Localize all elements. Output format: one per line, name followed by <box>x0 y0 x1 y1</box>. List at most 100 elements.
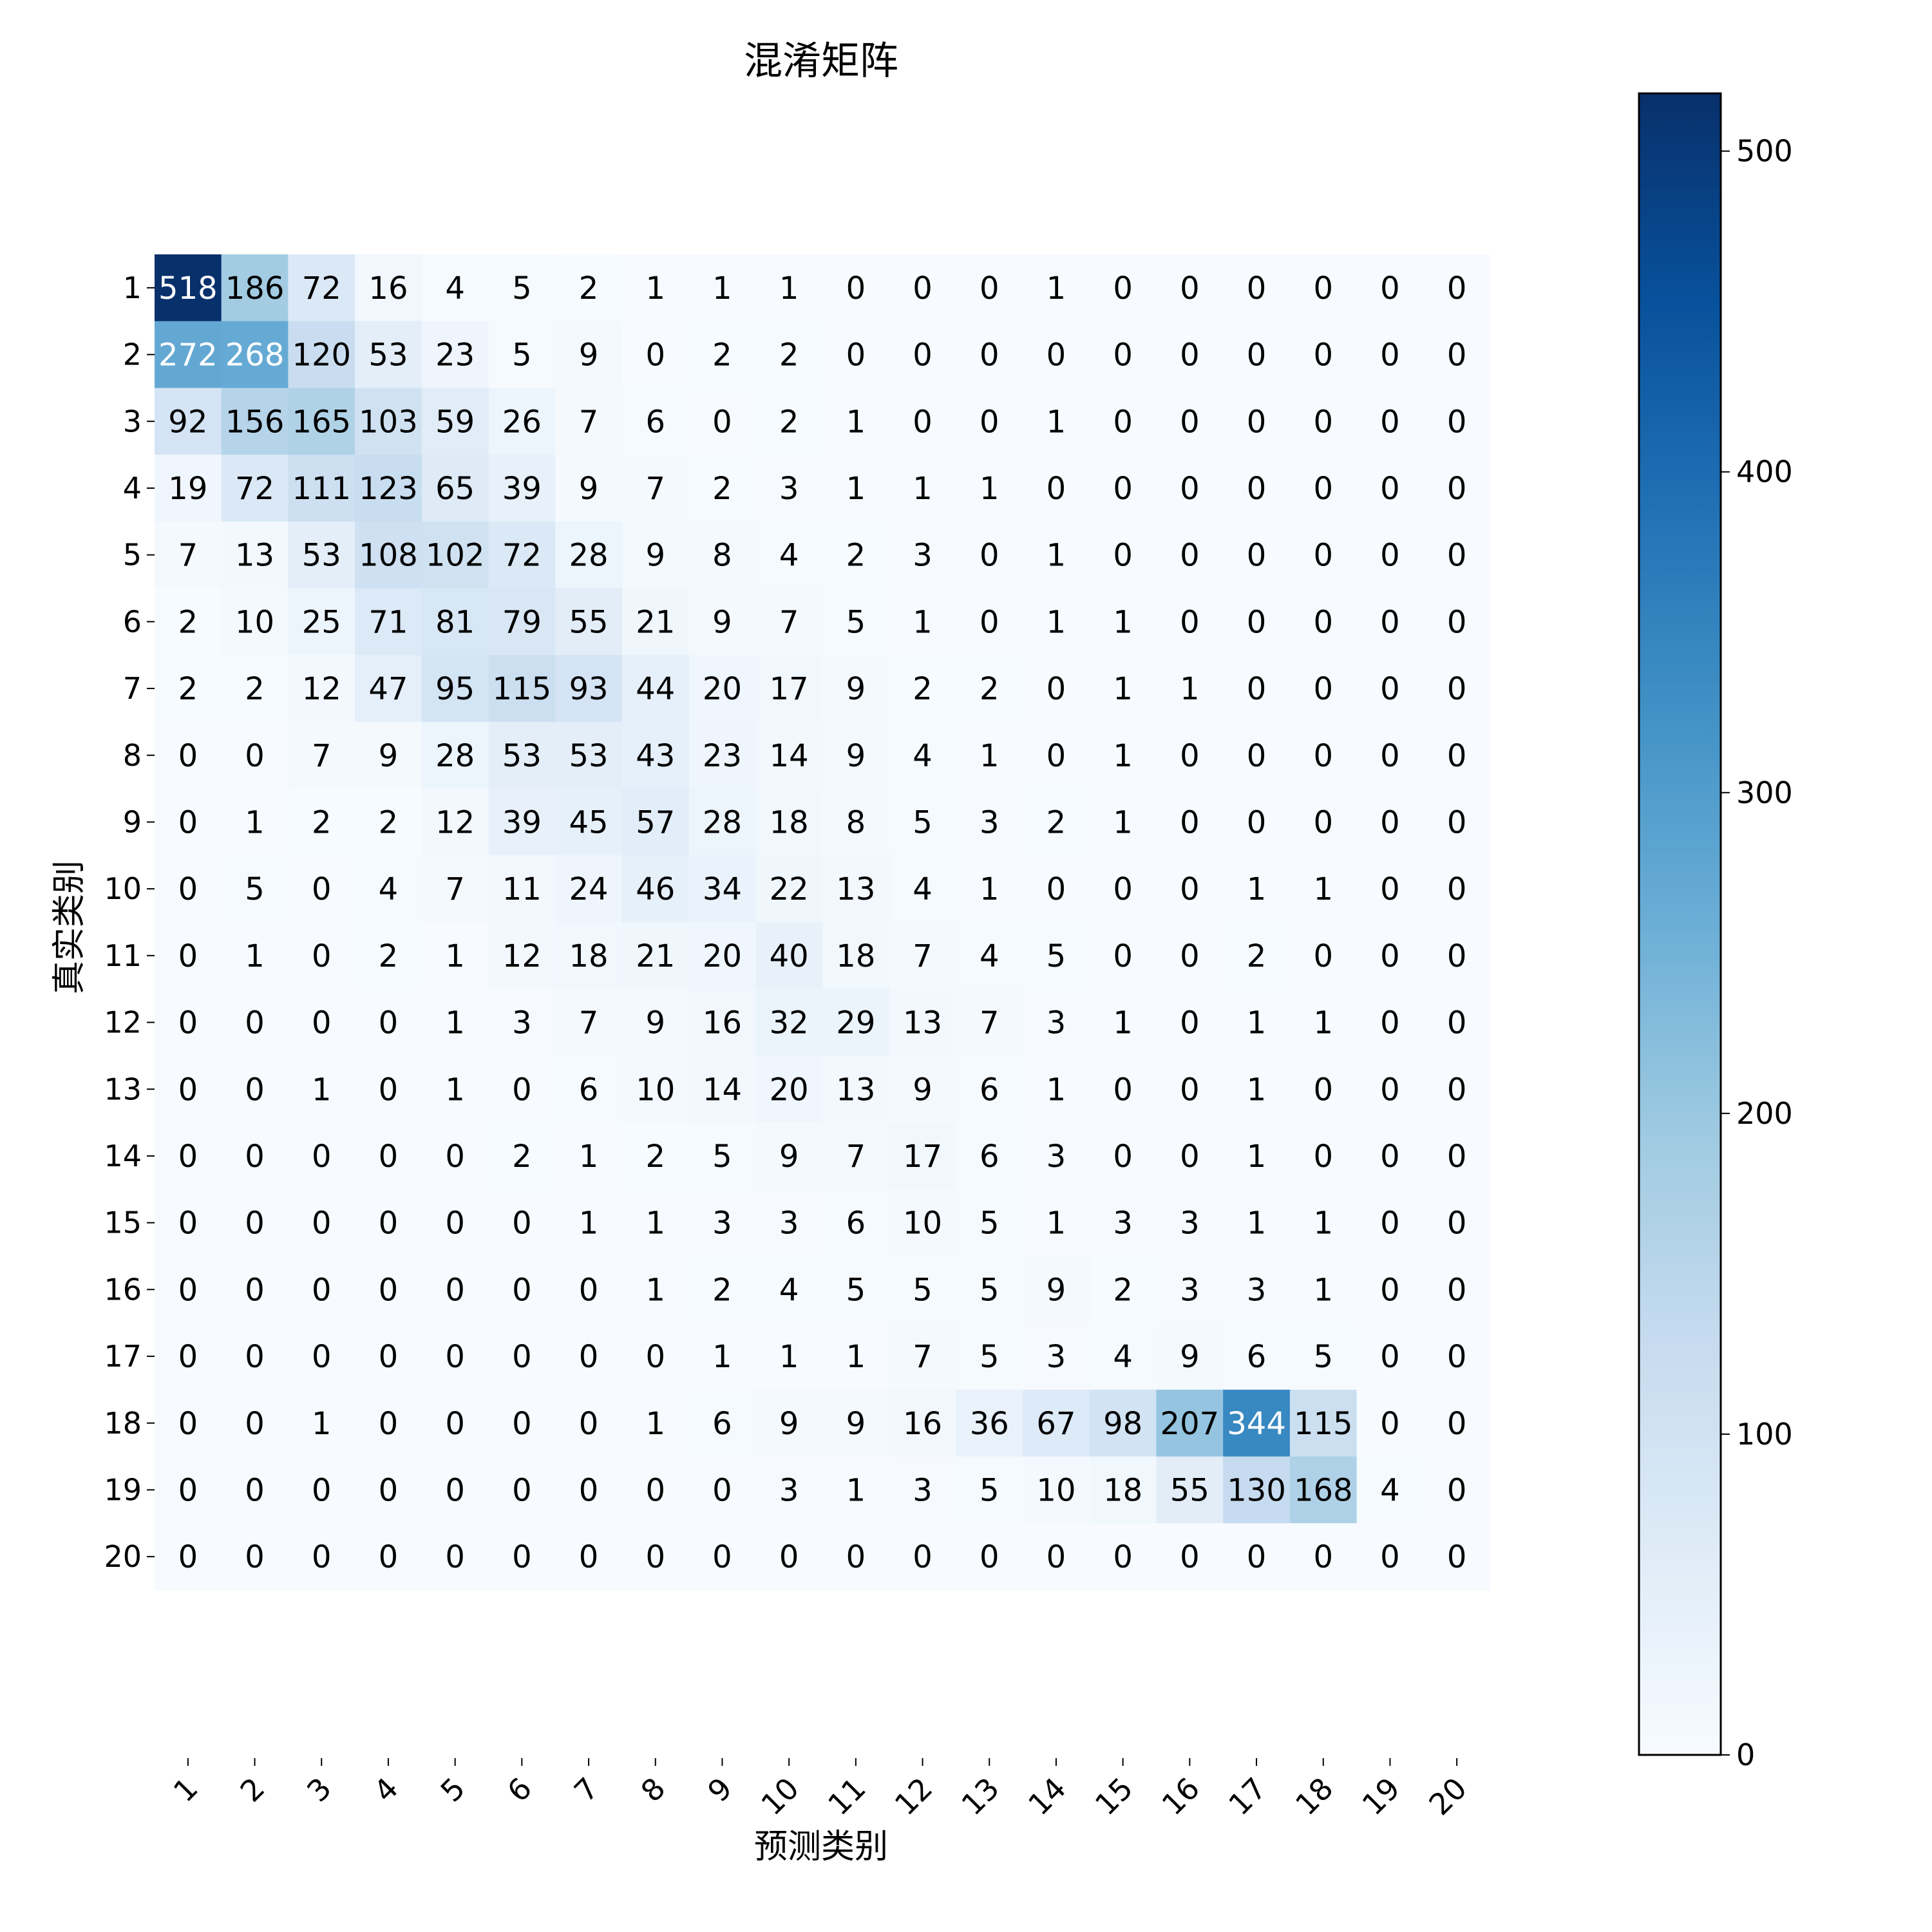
cell-value-label: 7 <box>645 471 665 507</box>
heatmap-cell <box>421 1456 489 1524</box>
heatmap-cell <box>956 788 1023 856</box>
cell-value-label: 16 <box>703 1005 742 1041</box>
heatmap-cell <box>889 1523 956 1591</box>
cell-value-label: 9 <box>846 1406 866 1442</box>
cell-value-label: 0 <box>178 1072 198 1108</box>
cell-value-label: 3 <box>512 1005 532 1041</box>
cell-value-label: 2 <box>312 804 332 840</box>
heatmap-cell <box>621 588 690 656</box>
y-tick-label: 12 <box>104 1005 142 1040</box>
heatmap-cell <box>488 989 556 1056</box>
heatmap-cell <box>688 455 756 522</box>
heatmap-cell <box>555 721 623 790</box>
heatmap-cell <box>1423 721 1491 790</box>
cell-value-label: 0 <box>1447 337 1467 374</box>
heatmap-cell <box>822 989 890 1056</box>
heatmap-cell <box>355 788 422 856</box>
heatmap-cell <box>421 1189 489 1257</box>
heatmap-cell <box>421 1389 489 1457</box>
x-tick-label: 6 <box>500 1771 538 1809</box>
heatmap-cell <box>1156 455 1224 522</box>
cell-value-label: 0 <box>1046 671 1066 707</box>
heatmap-cell <box>1023 521 1090 589</box>
cell-value-label: 3 <box>1113 1206 1133 1242</box>
cell-value-label: 0 <box>178 871 198 907</box>
heatmap-cell <box>1423 1189 1491 1257</box>
cell-value-label: 5 <box>1046 938 1066 974</box>
cell-value-label: 7 <box>579 1005 599 1041</box>
heatmap-cell <box>355 1256 422 1323</box>
heatmap-cell <box>1089 1456 1157 1524</box>
heatmap-cell <box>822 1389 890 1457</box>
heatmap-cell <box>956 1456 1023 1524</box>
heatmap-cell <box>155 1389 222 1457</box>
heatmap-cell <box>288 1122 355 1190</box>
cell-value-label: 6 <box>645 404 665 440</box>
cell-value-label: 1 <box>913 604 933 640</box>
heatmap-cell <box>355 989 422 1056</box>
heatmap-cell <box>221 721 289 790</box>
heatmap-cell <box>1223 721 1291 790</box>
cell-value-label: 0 <box>1180 1139 1200 1175</box>
cell-value-label: 0 <box>1180 1072 1200 1108</box>
heatmap-cell <box>488 521 556 589</box>
heatmap-cell <box>1356 1056 1424 1123</box>
cell-value-label: 0 <box>379 1406 399 1442</box>
heatmap-cell <box>621 388 690 455</box>
cell-value-label: 2 <box>245 671 265 707</box>
y-tick-label: 5 <box>123 538 142 573</box>
cell-value-label: 0 <box>379 1072 399 1108</box>
cell-value-label: 0 <box>579 1539 599 1575</box>
cell-value-label: 1 <box>1046 404 1066 440</box>
heatmap-cell <box>555 388 623 455</box>
heatmap-cell <box>1223 788 1291 856</box>
heatmap-cell <box>1089 788 1157 856</box>
cell-value-label: 0 <box>1380 1539 1400 1575</box>
cell-value-label: 0 <box>1447 471 1467 507</box>
cell-value-label: 168 <box>1294 1472 1353 1508</box>
x-axis-ticks: 1 2 3 4 5 6 7 8 9 10 11 12 13 14 15 16 17 18 19 20 <box>167 1758 1473 1822</box>
cell-value-label: 4 <box>913 871 933 907</box>
heatmap-cell <box>621 855 690 923</box>
heatmap-cell <box>822 321 890 388</box>
cell-value-label: 1 <box>980 871 999 907</box>
cell-value-label: 32 <box>770 1005 809 1041</box>
heatmap-cell <box>755 989 823 1056</box>
cell-value-label: 7 <box>913 1339 933 1375</box>
cell-value-label: 5 <box>980 1272 999 1308</box>
heatmap-cell <box>221 1122 289 1190</box>
x-tick-label: 4 <box>367 1771 405 1809</box>
heatmap-cell <box>956 922 1023 990</box>
cell-value-label: 55 <box>569 604 609 640</box>
heatmap-cell <box>421 1523 489 1591</box>
heatmap-cell <box>889 1389 956 1457</box>
cell-value-label: 1 <box>1113 671 1133 707</box>
heatmap-cell <box>421 788 489 856</box>
cell-value-label: 0 <box>312 1272 332 1308</box>
heatmap-cell <box>1289 1389 1358 1457</box>
heatmap-cell <box>155 989 222 1056</box>
heatmap-cell <box>1223 1056 1291 1123</box>
heatmap-cell <box>1156 1323 1224 1390</box>
heatmap-cell <box>288 788 355 856</box>
cell-value-label: 0 <box>1113 337 1133 374</box>
cell-value-label: 1 <box>1313 1206 1333 1242</box>
heatmap-cell <box>221 521 289 589</box>
heatmap-cell <box>555 655 623 723</box>
cell-value-label: 0 <box>178 1472 198 1508</box>
heatmap-cell <box>956 521 1023 589</box>
heatmap-cell <box>1089 1523 1157 1591</box>
cell-value-label: 0 <box>379 1139 399 1175</box>
heatmap-cell <box>1289 521 1358 589</box>
heatmap-cell <box>688 388 756 455</box>
cell-value-label: 25 <box>302 604 341 640</box>
cell-value-label: 0 <box>645 1539 665 1575</box>
cell-value-label: 39 <box>502 471 542 507</box>
cell-value-label: 0 <box>1380 604 1400 640</box>
cell-value-label: 1 <box>1313 1272 1333 1308</box>
heatmap-cell <box>889 1122 956 1190</box>
heatmap-cell <box>688 1323 756 1390</box>
cell-value-label: 0 <box>512 1206 532 1242</box>
heatmap-cell <box>221 388 289 455</box>
cell-value-label: 9 <box>645 538 665 574</box>
